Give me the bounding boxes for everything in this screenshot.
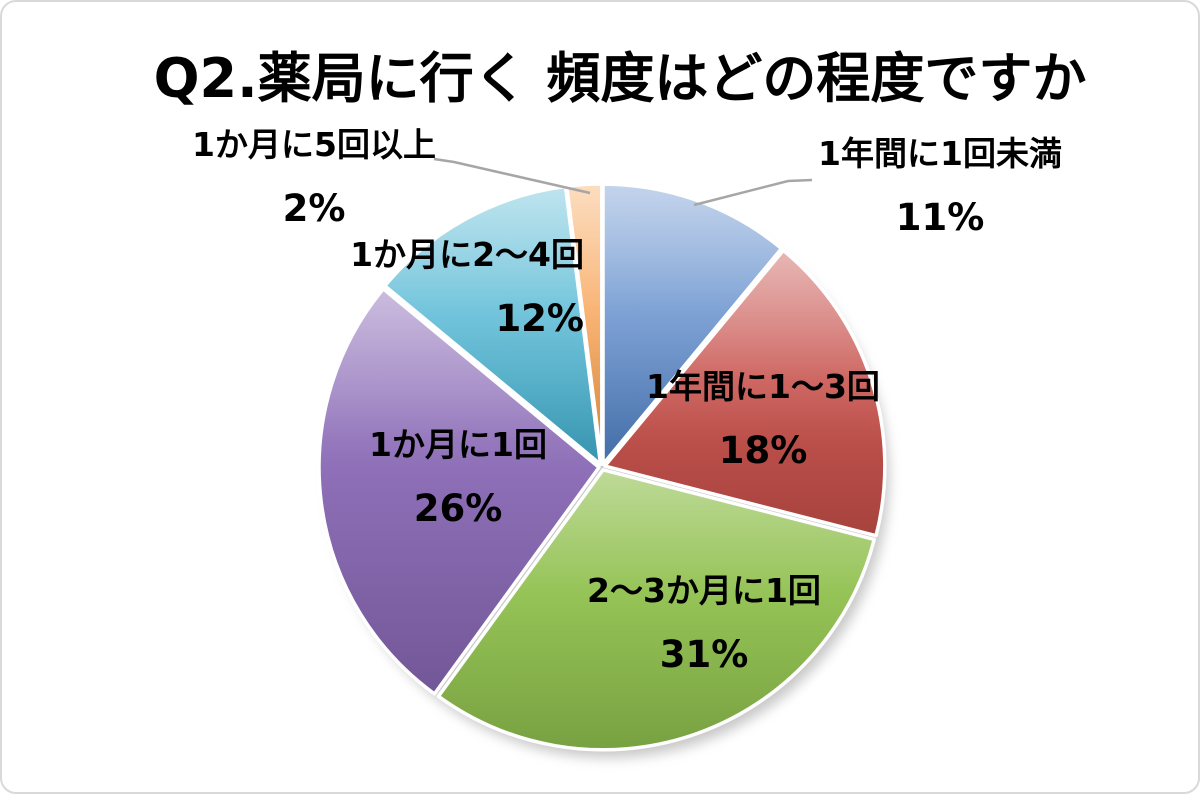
slice-label: 1か月に2～4回 [350,235,584,274]
slice-label: 1か月に1回 [369,425,547,464]
slice-label: 1年間に1回未満 [818,134,1062,173]
slice-label-group-less-than-once-a-year: 1年間に1回未満 11% [770,136,1110,238]
slice-label-group-2-4-times-a-month: 1か月に2～4回 12% [244,237,584,339]
slice-percent: 12% [495,297,584,340]
slice-percent: 11% [895,196,985,239]
slice-percent: 2% [282,187,346,230]
pie-slice-2 [436,468,876,752]
slice-label-group-1-3-times-a-year: 1年間に1～3回 18% [593,369,933,471]
leader-line-1month-5plus [433,157,591,195]
slice-label-group-once-per-2-3-months: 2～3か月に1回 31% [534,573,874,675]
slice-percent: 18% [718,429,808,472]
chart-title: Q2.薬局に行く 頻度はどの程度ですか [153,47,1087,110]
leader-line-less-than-once-a-year [693,178,813,207]
slice-percent: 26% [413,487,503,530]
slice-label: 2～3か月に1回 [587,571,821,610]
slice-label-group-once-a-month: 1か月に1回 26% [288,427,628,529]
slice-percent: 31% [659,633,749,676]
slice-label-group-5-plus-times-a-month: 1か月に5回以上 2% [144,127,484,229]
slice-label: 1か月に5回以上 [192,125,436,164]
slice-label: 1年間に1～3回 [646,367,880,406]
